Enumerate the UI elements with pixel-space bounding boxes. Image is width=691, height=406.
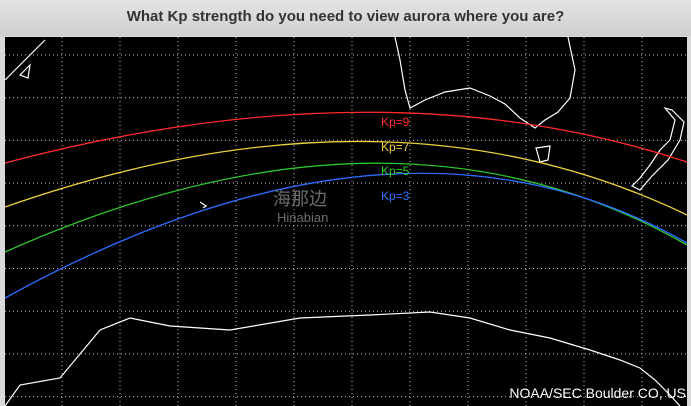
coast-new-zealand [630,106,685,191]
coastlines [4,36,685,406]
coast-australia [394,36,576,129]
kp-label: Kp=7 [381,140,410,154]
kp-line [4,140,688,216]
coast-africa [4,39,46,81]
credit: NOAA/SEC Boulder CO, US [509,385,686,401]
title-bar: What Kp strength do you need to view aur… [0,0,691,36]
grid [5,37,687,406]
kp-label: Kp=9 [381,115,410,129]
kp-label: Kp=5 [381,164,410,178]
kp-label: Kp=3 [381,189,410,203]
watermark: 海那边 [273,189,327,209]
watermark: Hinabian [277,210,328,225]
coast-island [199,201,208,209]
kp-line [4,172,688,299]
map-background [5,37,687,406]
kp-line [4,111,688,164]
kp-lines [4,111,688,299]
coast-tasmania [535,145,551,163]
coast-antarctica [4,311,681,406]
